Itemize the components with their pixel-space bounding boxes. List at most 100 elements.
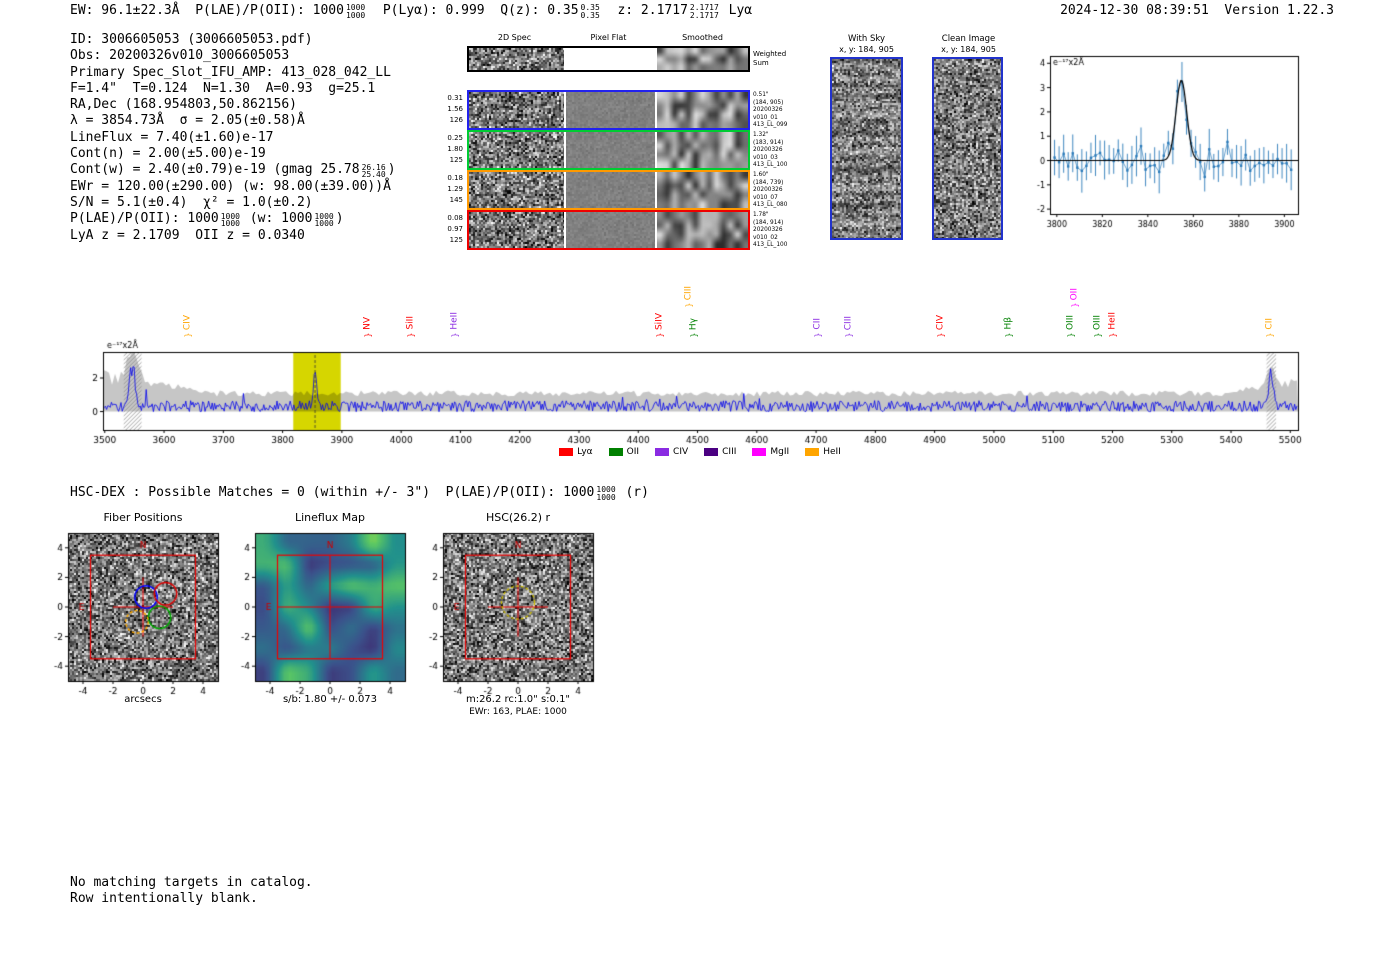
stacked-fraction: 1000 1000	[314, 211, 334, 229]
line-brace-icon: {	[450, 332, 460, 338]
emission-line-label: SiIV	[654, 312, 665, 330]
legend-label: CIV	[673, 447, 689, 457]
spec2d-smoothed-image	[657, 132, 748, 168]
text-token: ID: 3006605053 (3006605053.pdf)	[70, 32, 313, 47]
text-token: Obs: 20200326v010_3006605053	[70, 48, 290, 64]
text-token: RA,Dec (168.954803,50.862156)	[70, 97, 297, 113]
spec2d-col-header-smoothed: Smoothed	[682, 33, 723, 42]
line-brace-icon: {	[685, 302, 695, 308]
spec2d-row	[467, 210, 750, 250]
emission-line-marker-CIII: CIII {	[683, 285, 695, 308]
hsc-cutout-xlabel2: EWr: 163, PLAE: 1000	[469, 707, 567, 717]
spec2d-row	[467, 170, 750, 210]
emission-line-label: HeII	[1107, 312, 1118, 330]
summary-header-line: EW: 96.1±22.3Å P(LAE)/P(OII): 1000 1000 10…	[70, 3, 752, 20]
emission-line-label: OIII	[1092, 314, 1103, 330]
footer-line: Row intentionally blank.	[70, 891, 258, 907]
line-brace-icon: {	[1070, 302, 1080, 308]
text-token: )	[387, 162, 396, 178]
emission-line-label: CIII	[683, 285, 694, 300]
text-token: Cont(n) = 2.00(±5.00)e-19	[70, 146, 266, 162]
emission-line-marker-NV: NV {	[363, 317, 373, 338]
legend-item-HeII: HeII	[805, 447, 841, 457]
spec2d-2d-image	[469, 212, 564, 248]
spec2d-row-stats: 0.18 1.29 145	[447, 174, 463, 204]
clean-image	[932, 57, 1003, 240]
info-line: LyA z = 2.1709 OII z = 0.0340	[70, 228, 396, 244]
stacked-fraction: 0.35 0.35	[580, 3, 600, 20]
fiber-positions-title: Fiber Positions	[103, 511, 183, 524]
legend-label: MgII	[770, 447, 790, 457]
line-brace-icon: {	[844, 332, 854, 338]
legend-label: OII	[626, 447, 640, 457]
info-line: F=1.4" T=0.124 N=1.30 A=0.93 g=25.1	[70, 81, 396, 97]
spec2d-flat-image	[566, 92, 655, 128]
spec2d-row	[467, 46, 750, 72]
line-brace-icon: {	[1066, 332, 1076, 338]
line-fit-plot	[1028, 46, 1312, 232]
full-spectrum-plot	[85, 338, 1315, 454]
spec2d-row-meta: 0.51" (184, 905) 20200326 v010_01 413_LL_099	[753, 92, 788, 129]
spec2d-2d-image	[469, 92, 564, 128]
line-brace-icon: {	[656, 332, 666, 338]
emission-line-marker-CIII: CIII {	[843, 315, 854, 338]
emission-line-marker-HeII: HeII {	[1107, 312, 1118, 338]
spec2d-row-meta: Weighted Sum	[753, 50, 787, 67]
hsc-cutout-xlabel: m:26.2 rc:1.0" s:0.1"	[465, 694, 571, 705]
emission-line-marker-HeII: HeII {	[449, 312, 460, 338]
line-brace-icon: {	[1094, 332, 1104, 338]
spectrum-legend: Lyα OII CIV CIII MgII HeII	[85, 447, 1315, 457]
legend-swatch	[559, 448, 574, 456]
emission-line-markers: CIV{NV{SiII{HeII{SiIV{CIII{Hγ{CII{CIII{C…	[85, 280, 1315, 338]
lineflux-map-xlabel: s/b: 1.80 +/- 0.073	[282, 694, 378, 705]
text-token: Lyα	[720, 3, 753, 18]
stacked-fraction: 1000 1000	[345, 3, 366, 20]
spec2d-row-stats: 0.08 0.97 125	[447, 214, 463, 244]
spec2d-row-meta: 1.78" (184, 914) 20200326 v010_02 413_LL_100	[753, 212, 788, 249]
emission-line-marker-Hβ: Hβ {	[1003, 317, 1014, 338]
emission-line-label: Hγ	[688, 317, 699, 330]
line-brace-icon: {	[1004, 332, 1014, 338]
text-token: (w: 1000	[241, 211, 313, 227]
timestamp-version: 2024-12-30 08:39:51 Version 1.22.3	[1060, 3, 1334, 18]
text-token: Primary Spec_Slot_IFU_AMP: 413_028_042_L…	[70, 64, 391, 80]
emission-line-marker-OII: OII {	[1069, 288, 1080, 308]
line-brace-icon: {	[1266, 332, 1276, 338]
text-token: LyA z = 2.1709 OII z = 0.0340	[70, 227, 305, 243]
emission-line-label: HeII	[449, 312, 459, 330]
info-line: Primary Spec_Slot_IFU_AMP: 413_028_042_L…	[70, 65, 396, 81]
info-line: EWr = 120.00(±290.00) (w: 98.00(±39.00))…	[70, 179, 396, 195]
spec2d-row-stats: 0.25 1.80 125	[447, 134, 463, 164]
emission-line-label: OIII	[1065, 314, 1076, 330]
text-token: EW: 96.1±22.3Å P(LAE)/P(OII): 1000	[70, 3, 344, 18]
info-line: Obs: 20200326v010_3006605053	[70, 48, 396, 64]
spec2d-col-header-pixelflat: Pixel Flat	[590, 33, 627, 42]
spec2d-row-meta: 1.60" (184, 739) 20200326 v010_07 413_LL_080	[753, 172, 788, 209]
text-token: Cont(w) = 2.40(±0.79)e-19 (gmag 25.78	[70, 162, 360, 178]
line-brace-icon: {	[183, 332, 193, 338]
legend-item-Lyα: Lyα	[559, 447, 593, 457]
legend-item-CIII: CIII	[704, 447, 736, 457]
spec2d-row	[467, 130, 750, 170]
lineflux-map-plot	[231, 524, 421, 706]
legend-swatch	[805, 448, 820, 456]
spec2d-row-stats: 0.31 1.56 126	[447, 94, 463, 124]
text-token: λ = 3854.73Å σ = 2.05(±0.58)Å	[70, 113, 305, 129]
spec2d-col-header-2dspec: 2D Spec	[497, 33, 532, 42]
info-line: LineFlux = 7.40(±1.60)e-17	[70, 130, 396, 146]
fiber-positions-plot	[44, 524, 234, 706]
emission-line-label: CIV	[182, 314, 193, 330]
hsc-cutout-title: HSC(26.2) r	[485, 511, 551, 524]
info-line: λ = 3854.73Å σ = 2.05(±0.58)Å	[70, 113, 396, 129]
line-brace-icon: {	[937, 332, 947, 338]
spec2d-2d-image	[469, 172, 564, 208]
legend-item-MgII: MgII	[752, 447, 789, 457]
line-brace-icon: {	[363, 332, 373, 338]
emission-line-label: CIII	[843, 315, 854, 330]
fiber-positions-xlabel: arcsecs	[124, 694, 162, 705]
legend-label: HeII	[823, 447, 841, 457]
legend-item-CIV: CIV	[655, 447, 688, 457]
detection-info-block: ID: 3006605053 (3006605053.pdf) Obs: 2020…	[70, 32, 396, 244]
stacked-fraction: 26.16 25.40	[361, 162, 386, 180]
